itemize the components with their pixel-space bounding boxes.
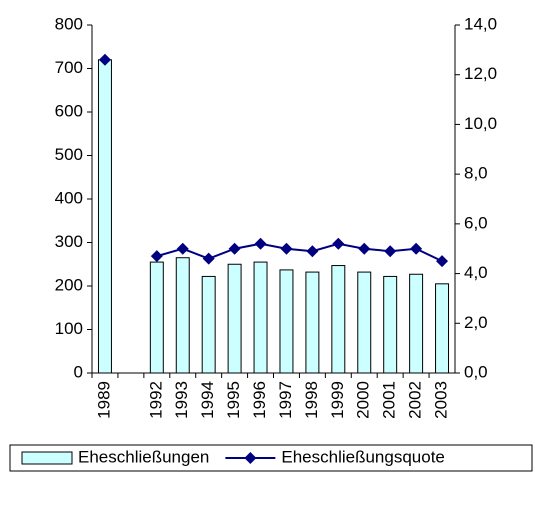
- x-tick-label: 1992: [146, 381, 165, 419]
- y2-tick-label: 6,0: [464, 213, 488, 232]
- bar: [97, 59, 112, 374]
- x-tick-label: 2001: [380, 381, 399, 419]
- y2-tick-label: 14,0: [464, 14, 497, 33]
- y-tick-label: 200: [55, 275, 83, 294]
- marker: [176, 242, 189, 255]
- y2-tick-label: 8,0: [464, 164, 488, 183]
- bar: [175, 257, 190, 374]
- legend-marker: [244, 452, 257, 464]
- x-tick-label: 2002: [406, 381, 425, 419]
- x-tick-label: 1998: [302, 381, 321, 419]
- y2-tick-label: 2,0: [464, 313, 488, 332]
- x-tick-label: 1993: [172, 381, 191, 419]
- marker: [150, 250, 163, 263]
- x-tick-label: 1996: [250, 381, 269, 419]
- bar: [201, 275, 216, 374]
- bar: [149, 261, 164, 374]
- marker: [228, 242, 241, 255]
- marker: [202, 252, 215, 265]
- x-tick-label: 1995: [224, 381, 243, 419]
- x-tick-label: 2003: [432, 381, 451, 419]
- y-tick-label: 0: [74, 362, 83, 381]
- y2-tick-label: 12,0: [464, 64, 497, 83]
- x-tick-label: 1994: [198, 381, 217, 419]
- marker: [358, 242, 371, 255]
- bar: [331, 265, 346, 374]
- y-tick-label: 500: [55, 145, 83, 164]
- bar: [305, 271, 320, 374]
- marker: [436, 255, 449, 268]
- y-tick-label: 600: [55, 101, 83, 120]
- line: [156, 242, 443, 263]
- marker: [410, 242, 423, 255]
- legend-label: Eheschließungsquote: [281, 447, 445, 466]
- y2-tick-label: 0,0: [464, 362, 488, 381]
- y-tick-label: 300: [55, 232, 83, 251]
- bar: [383, 275, 398, 374]
- legend-swatch: [21, 451, 73, 465]
- marker: [280, 242, 293, 255]
- y2-tick-label: 10,0: [464, 114, 497, 133]
- y-tick-label: 800: [55, 14, 83, 33]
- bar: [279, 269, 294, 374]
- x-tick-label: 2000: [354, 381, 373, 419]
- legend-box: [9, 444, 533, 472]
- y-tick-label: 700: [55, 58, 83, 77]
- bar: [435, 283, 450, 374]
- y2-tick-label: 4,0: [464, 263, 488, 282]
- bar: [253, 261, 268, 374]
- x-tick-label: 1997: [276, 381, 295, 419]
- bar: [357, 271, 372, 374]
- y-tick-label: 400: [55, 188, 83, 207]
- legend-label: Eheschließungen: [78, 447, 209, 466]
- x-tick-label: 1989: [94, 381, 113, 419]
- x-tick-label: 1999: [328, 381, 347, 419]
- marker: [332, 237, 345, 250]
- bar: [409, 273, 424, 374]
- bar: [227, 263, 242, 374]
- marker: [384, 245, 397, 258]
- marker: [306, 245, 319, 258]
- marker: [254, 237, 267, 250]
- marker: [98, 53, 111, 66]
- y-tick-label: 100: [55, 319, 83, 338]
